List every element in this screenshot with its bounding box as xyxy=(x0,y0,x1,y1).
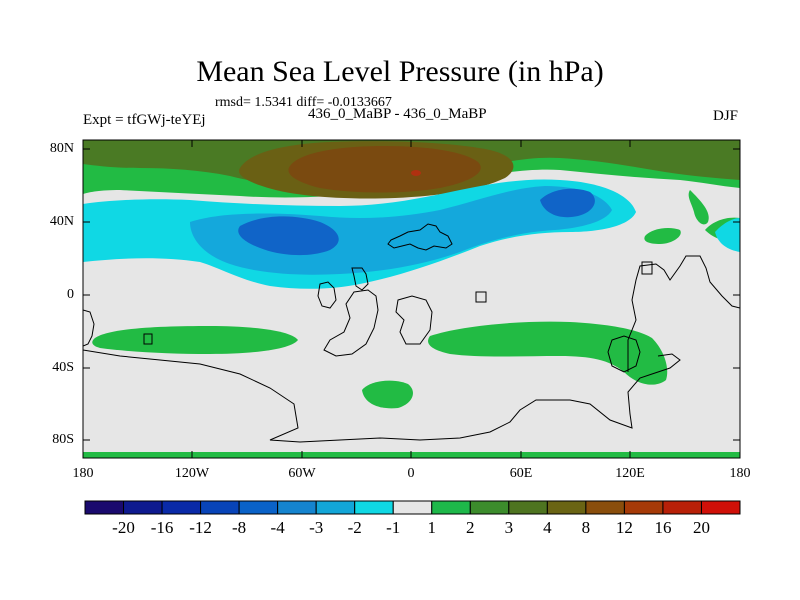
x-tick-label-60e: 60E xyxy=(509,466,533,481)
colorbar-box xyxy=(238,500,279,515)
south-africa-coast xyxy=(395,295,433,345)
colorbar-label: -3 xyxy=(309,518,324,537)
midlat-deep-blue-east xyxy=(540,188,595,218)
colorbar-label: -4 xyxy=(270,518,285,537)
colorbar-label: -1 xyxy=(386,518,401,537)
x-tick-label-60w: 60W xyxy=(288,466,316,481)
plot-title: Mean Sea Level Pressure (in hPa) xyxy=(196,55,604,88)
colorbar-box xyxy=(84,500,125,515)
pacific-green-lobe xyxy=(688,190,709,225)
colorbar-label: 8 xyxy=(581,518,591,537)
colorbar-label: -16 xyxy=(150,518,174,537)
y-tick-label-80s: 80S xyxy=(52,432,74,447)
atlantic-islands xyxy=(351,267,369,291)
y-tick-label-80n: 80N xyxy=(49,141,74,156)
colorbar-label: -2 xyxy=(347,518,362,537)
arctic-brown-core xyxy=(288,146,481,193)
pacific-island-left xyxy=(83,309,95,347)
y-tick-label-40s: 40S xyxy=(52,360,74,375)
x-tick-label-120e: 120E xyxy=(615,466,645,481)
indian-ocean-green xyxy=(428,321,668,385)
experiment-label: Expt = tfGWj-teYEj xyxy=(83,112,206,128)
colorbar-box xyxy=(623,500,664,515)
south-america-coast xyxy=(317,281,337,309)
east-edge-cyan xyxy=(715,218,740,252)
x-tick-label-120w: 120W xyxy=(174,466,210,481)
colorbar-label: -12 xyxy=(189,518,212,537)
comparison-label: 436_0_MaBP - 436_0_MaBP xyxy=(308,106,487,122)
south-atlantic-green xyxy=(362,380,413,409)
colorbar-label: 20 xyxy=(692,518,710,537)
antarctica-coast xyxy=(83,349,681,443)
y-tick-label-40n: 40N xyxy=(49,214,74,229)
colorbar-box xyxy=(546,500,587,515)
colorbar-label: -8 xyxy=(232,518,247,537)
colorbar-box xyxy=(700,500,741,515)
colorbar-label: 1 xyxy=(427,518,437,537)
colorbar-box xyxy=(585,500,625,515)
colorbar-box xyxy=(315,500,356,515)
east-asia-coast xyxy=(627,255,740,372)
coastlines xyxy=(83,223,740,443)
colorbar-label: 12 xyxy=(615,518,633,537)
y-ticks xyxy=(83,148,740,441)
colorbar-box xyxy=(431,500,471,515)
contour-field xyxy=(83,140,740,458)
x-ticks xyxy=(191,140,631,458)
south-pacific-green xyxy=(92,326,298,354)
colorbar-label: 4 xyxy=(543,518,552,537)
west-edge-cyan xyxy=(83,213,104,242)
australia-coast xyxy=(607,335,641,373)
stats-readout: rmsd= 1.5341 diff= -0.0133667 xyxy=(215,95,392,110)
colorbar-box xyxy=(392,500,433,515)
colorbar xyxy=(84,500,741,515)
colorbar-box xyxy=(277,500,317,515)
colorbar-label: 16 xyxy=(654,518,672,537)
colorbar-box xyxy=(508,500,548,515)
colorbar-box xyxy=(662,500,702,515)
arctic-red-spot xyxy=(411,170,421,176)
x-tick-label-180e: 180 xyxy=(729,466,751,481)
island-1 xyxy=(475,291,487,303)
colorbar-box xyxy=(161,500,202,515)
colorbar-box xyxy=(469,500,510,515)
colorbar-box xyxy=(354,500,394,515)
colorbar-box xyxy=(123,500,163,515)
x-tick-label-180w: 180 xyxy=(72,466,94,481)
season-label: DJF xyxy=(713,108,739,124)
y-tick-label-0: 0 xyxy=(67,287,74,302)
island-2 xyxy=(641,261,653,275)
africa-coast xyxy=(323,289,379,357)
colorbar-box xyxy=(200,500,240,515)
colorbar-label: 3 xyxy=(504,518,514,537)
x-tick-label-0: 0 xyxy=(407,466,415,481)
island-3 xyxy=(143,333,153,345)
colorbar-label: 2 xyxy=(466,518,475,537)
pacific-green-patch xyxy=(644,228,681,244)
eurasia-coast xyxy=(387,223,453,251)
colorbar-label: -20 xyxy=(112,518,135,537)
midlat-deep-blue-west xyxy=(238,216,339,256)
